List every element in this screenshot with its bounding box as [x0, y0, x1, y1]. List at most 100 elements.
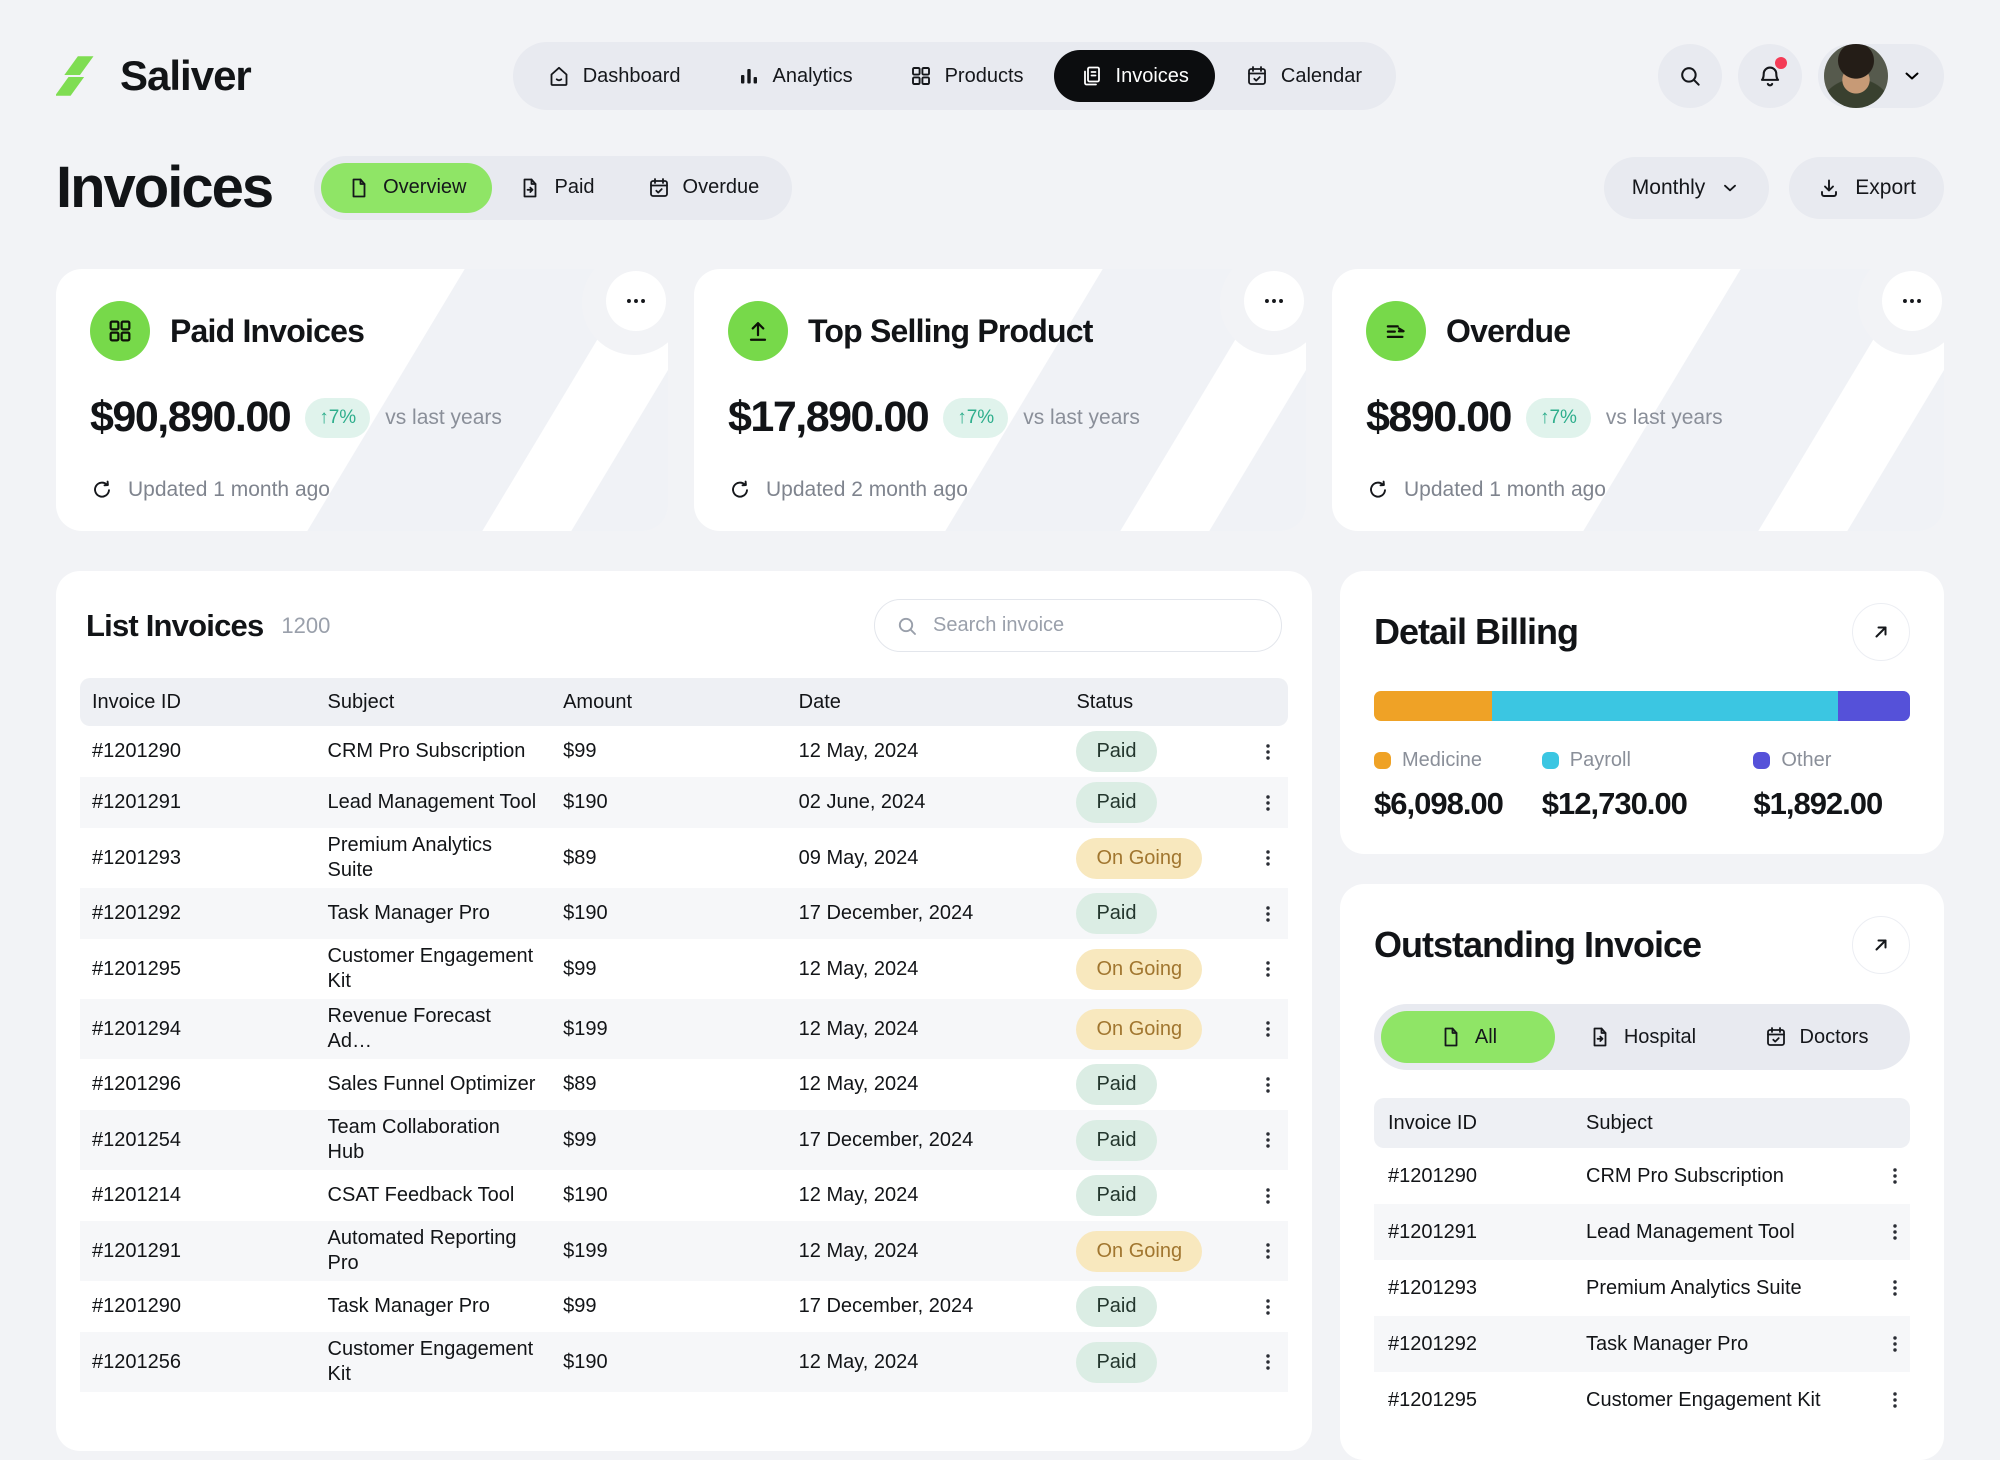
open-billing-button[interactable] [1852, 603, 1910, 661]
nav-item-dashboard[interactable]: Dashboard [521, 50, 707, 102]
invoice-id: #1201291 [92, 791, 181, 813]
invoice-amount: $89 [563, 846, 597, 869]
period-select[interactable]: Monthly [1603, 156, 1770, 219]
invoice-row[interactable]: #1201291 Automated Reporting Pro $199 12… [80, 1221, 1288, 1281]
ellipsis-icon [1899, 288, 1925, 314]
invoice-row[interactable]: #1201291 Lead Management Tool $190 02 Ju… [80, 777, 1288, 828]
invoice-row[interactable]: #1201290 Task Manager Pro $99 17 Decembe… [80, 1281, 1288, 1332]
nav-item-calendar[interactable]: Calendar [1219, 50, 1388, 102]
invoice-id: #1201295 [92, 957, 181, 980]
row-menu-button[interactable] [1248, 958, 1288, 980]
invoice-date: 12 May, 2024 [798, 1017, 919, 1040]
more-options-button[interactable] [606, 271, 666, 331]
row-menu-button[interactable] [1248, 792, 1288, 814]
column-header-status: Status [1076, 690, 1134, 713]
arrow-up-right-icon [1869, 620, 1893, 644]
invoice-row[interactable]: #1201254 Team Collaboration Hub $99 17 D… [80, 1110, 1288, 1170]
tab-paid[interactable]: Paid [492, 163, 620, 213]
list-invoices-card: List Invoices 1200 Invoice ID Subject Amou… [56, 571, 1312, 1451]
outstanding-row[interactable]: #1201291 Lead Management Tool [1374, 1204, 1910, 1260]
export-button[interactable]: Export [1789, 156, 1944, 219]
invoice-search[interactable] [874, 599, 1282, 652]
profile-menu[interactable] [1817, 44, 1944, 108]
calendar-check-icon [1764, 1025, 1788, 1049]
outstanding-tab-doctors[interactable]: Doctors [1729, 1011, 1903, 1063]
top-actions [1657, 44, 1944, 108]
kebab-icon [1884, 1389, 1906, 1411]
more-options-button[interactable] [1882, 271, 1942, 331]
row-menu-button[interactable] [1248, 847, 1288, 869]
export-label: Export [1855, 175, 1916, 199]
nav-item-analytics[interactable]: Analytics [711, 50, 879, 102]
calendar-icon [1245, 64, 1269, 88]
outstanding-row[interactable]: #1201292 Task Manager Pro [1374, 1316, 1910, 1372]
outstanding-tab-all[interactable]: All [1381, 1011, 1555, 1063]
updated-label: Updated 1 month ago [1404, 478, 1606, 501]
outstanding-row[interactable]: #1201293 Premium Analytics Suite [1374, 1260, 1910, 1316]
table-header-row: Invoice ID Subject [1374, 1098, 1910, 1148]
row-menu-button[interactable] [1880, 1333, 1910, 1355]
outstanding-tabs: All Hospital Doctors [1374, 1004, 1910, 1070]
nav-item-invoices[interactable]: Invoices [1053, 50, 1215, 102]
tab-overdue[interactable]: Overdue [621, 163, 786, 213]
invoice-row[interactable]: #1201295 Customer Engagement Kit $99 12 … [80, 939, 1288, 999]
invoice-row[interactable]: #1201292 Task Manager Pro $190 17 Decemb… [80, 888, 1288, 939]
ellipsis-icon [623, 288, 649, 314]
invoice-row[interactable]: #1201293 Premium Analytics Suite $89 09 … [80, 828, 1288, 888]
more-options-button[interactable] [1244, 271, 1304, 331]
kebab-icon [1884, 1333, 1906, 1355]
kebab-icon [1257, 1018, 1279, 1040]
tab-overview[interactable]: Overview [321, 162, 493, 213]
invoice-id: #1201256 [92, 1350, 181, 1373]
invoice-row[interactable]: #1201256 Customer Engagement Kit $190 12… [80, 1332, 1288, 1392]
invoice-row[interactable]: #1201290 CRM Pro Subscription $99 12 May… [80, 726, 1288, 777]
row-menu-button[interactable] [1248, 741, 1288, 763]
download-icon [1817, 176, 1841, 200]
tab-label: All [1474, 1025, 1498, 1048]
row-menu-button[interactable] [1248, 1240, 1288, 1262]
outstanding-row[interactable]: #1201290 CRM Pro Subscription [1374, 1148, 1910, 1204]
calendar-check-icon [647, 176, 671, 200]
row-menu-button[interactable] [1248, 1185, 1288, 1207]
outstanding-tab-hospital[interactable]: Hospital [1555, 1011, 1729, 1063]
nav-item-products[interactable]: Products [883, 50, 1050, 102]
invoice-amount: $199 [563, 1017, 608, 1040]
row-menu-button[interactable] [1880, 1389, 1910, 1411]
kebab-icon [1257, 1296, 1279, 1318]
invoice-row[interactable]: #1201214 CSAT Feedback Tool $190 12 May,… [80, 1170, 1288, 1221]
row-menu-button[interactable] [1248, 1074, 1288, 1096]
row-menu-button[interactable] [1248, 1129, 1288, 1151]
row-menu-button[interactable] [1880, 1221, 1910, 1243]
invoice-row[interactable]: #1201296 Sales Funnel Optimizer $89 12 M… [80, 1059, 1288, 1110]
row-menu-button[interactable] [1248, 1018, 1288, 1040]
top-bar: Saliver Dashboard Analytics Products Invoic… [56, 0, 1944, 110]
invoice-icon [1080, 64, 1104, 88]
row-menu-button[interactable] [1880, 1277, 1910, 1299]
invoice-date: 12 May, 2024 [798, 740, 919, 762]
invoice-subject: CRM Pro Subscription [327, 740, 526, 762]
detail-billing-card: Detail Billing Medicine $6,098.00 Payrol… [1340, 571, 1944, 854]
ellipsis-icon [1261, 288, 1287, 314]
invoice-id: #1201214 [92, 1184, 181, 1206]
row-menu-button[interactable] [1248, 903, 1288, 925]
notifications-button[interactable] [1737, 44, 1802, 108]
column-header-subject: Subject [1586, 1111, 1653, 1134]
outstanding-row[interactable]: #1201295 Customer Engagement Kit [1374, 1372, 1910, 1428]
invoice-row[interactable]: #1201294 Revenue Forecast Ad… $199 12 Ma… [80, 999, 1288, 1059]
row-menu-button[interactable] [1880, 1165, 1910, 1187]
status-badge: Paid [1076, 1119, 1157, 1161]
billing-value: $1,892.00 [1753, 786, 1883, 821]
row-menu-button[interactable] [1248, 1351, 1288, 1373]
file-icon [1439, 1025, 1463, 1049]
invoice-subject: Premium Analytics Suite [1586, 1276, 1802, 1299]
file-icon [347, 176, 371, 200]
open-outstanding-button[interactable] [1852, 916, 1910, 974]
invoice-table: Invoice ID Subject Amount Date Status #12012… [80, 678, 1288, 1392]
status-badge: Paid [1076, 1286, 1157, 1327]
search-input[interactable] [931, 613, 1261, 638]
stat-icon-circle [728, 301, 788, 361]
legend-dot [1753, 752, 1771, 769]
row-menu-button[interactable] [1248, 1296, 1288, 1318]
search-button[interactable] [1657, 44, 1722, 108]
column-header-subject: Subject [327, 690, 395, 713]
